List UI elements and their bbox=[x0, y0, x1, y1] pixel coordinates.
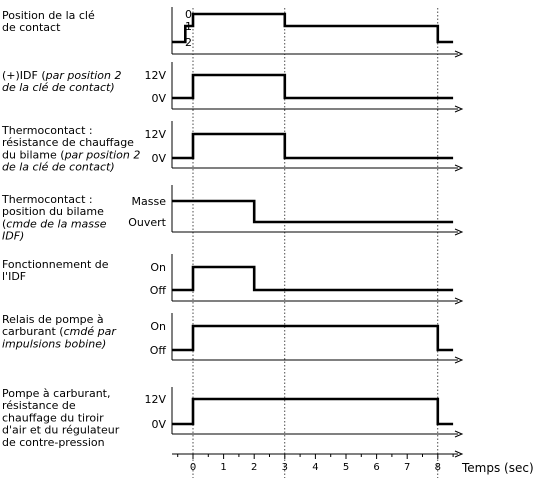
signal-label-part: cmdé par bbox=[64, 325, 118, 338]
signal-label: Relais de pompe à carburant (cmdé par impu… bbox=[2, 313, 117, 350]
signal-panel: Thermocontact : position du bilame (cmde d… bbox=[1, 185, 464, 243]
signal-label: (+)IDF (par position 2 de la clé de conta… bbox=[2, 69, 121, 94]
signal-label-part: impulsions bobine) bbox=[2, 337, 106, 350]
signal-label-part: d'air et du régulateur bbox=[2, 424, 120, 437]
signal-label-part: (+)IDF ( bbox=[2, 69, 46, 82]
signal-label: Thermocontact : résistance de chauffage du… bbox=[1, 124, 140, 174]
level-label: On bbox=[150, 261, 166, 274]
signal-label-part: chauffage du tiroir bbox=[2, 411, 104, 424]
signal-panel: Fonctionnement de l'IDF On Off bbox=[2, 254, 464, 305]
level-label: 0V bbox=[151, 418, 166, 431]
signal-label-part: résistance de bbox=[2, 399, 76, 412]
time-axis-label: Temps (sec) bbox=[461, 461, 534, 475]
signal-label: Position de la clé de contact bbox=[2, 9, 95, 34]
signal-label-part: de contre-pression bbox=[2, 436, 105, 449]
signal-panel: Pompe à carburant, résistance de chauffage… bbox=[2, 387, 464, 449]
signal-label-part: Thermocontact : bbox=[1, 193, 93, 206]
signal-trace bbox=[171, 199, 454, 224]
axis-arrow bbox=[454, 105, 464, 113]
signal-trace bbox=[171, 324, 454, 352]
axis-arrow bbox=[454, 297, 464, 305]
time-tick-label: 0 bbox=[190, 462, 196, 473]
signal-label-part: ( bbox=[2, 217, 6, 230]
signal-label-part: par position 2 bbox=[64, 148, 141, 161]
time-tick-label: 6 bbox=[373, 462, 379, 473]
level-label: Ouvert bbox=[128, 216, 166, 229]
time-tick-label: 3 bbox=[282, 462, 288, 473]
signal-label-part: Relais de pompe à bbox=[2, 313, 104, 326]
signal-label-part: Thermocontact : bbox=[1, 124, 93, 137]
time-tick-label: 4 bbox=[312, 462, 318, 473]
time-tick-label: 1 bbox=[220, 462, 226, 473]
signal-label-part: Fonctionnement de bbox=[2, 258, 109, 271]
signal-label-part: du bilame ( bbox=[2, 148, 65, 161]
signal-panel: Relais de pompe à carburant (cmdé par impu… bbox=[2, 313, 464, 364]
signal-label-part: position du bilame bbox=[2, 205, 104, 218]
signal-label-part: de la clé de contact) bbox=[2, 161, 115, 174]
signal-label-part: de la clé de contact) bbox=[2, 81, 115, 94]
signal-trace bbox=[171, 73, 454, 100]
signal-label-part: l'IDF bbox=[2, 270, 26, 283]
signal-trace bbox=[171, 132, 454, 160]
time-tick-label: 7 bbox=[404, 462, 410, 473]
level-label: 2 bbox=[185, 36, 192, 49]
time-tick-label: 8 bbox=[435, 462, 441, 473]
axis-arrow bbox=[454, 164, 464, 172]
signal-label-part: Position de la clé bbox=[2, 9, 95, 22]
signal-label-part: Pompe à carburant, bbox=[2, 387, 110, 400]
signal-label: Thermocontact : position du bilame (cmde d… bbox=[1, 193, 107, 243]
signal-panel: Thermocontact : résistance de chauffage du… bbox=[1, 121, 464, 174]
signal-label-part: carburant ( bbox=[2, 325, 64, 338]
signal-label-part: de contact bbox=[2, 21, 61, 34]
signal-label-part: cmde de la masse bbox=[6, 217, 106, 230]
axis-arrow bbox=[454, 430, 464, 438]
signal-label: Pompe à carburant, résistance de chauffage… bbox=[2, 387, 120, 449]
signal-panel: (+)IDF (par position 2 de la clé de conta… bbox=[2, 62, 464, 113]
signal-label-part: résistance de chauffage bbox=[2, 136, 134, 149]
level-label: 0V bbox=[151, 152, 166, 165]
time-tick-label: 5 bbox=[343, 462, 349, 473]
axis-arrow bbox=[454, 50, 464, 58]
axis-arrow bbox=[454, 450, 464, 458]
axis-arrow bbox=[454, 356, 464, 364]
signal-trace bbox=[171, 265, 454, 292]
signal-trace bbox=[171, 12, 454, 44]
time-axis: 0 1 2 3 4 5 6 7 8 Temps (sec) bbox=[172, 450, 534, 475]
level-label: 12V bbox=[144, 128, 166, 141]
level-label: Off bbox=[150, 284, 167, 297]
level-label: Masse bbox=[132, 195, 167, 208]
level-label: 0V bbox=[151, 92, 166, 105]
guide-lines bbox=[192, 8, 439, 478]
signal-label-part: IDF) bbox=[2, 230, 24, 243]
axis-arrow bbox=[454, 228, 464, 236]
signal-label: Fonctionnement de l'IDF bbox=[2, 258, 109, 283]
level-label: 0 bbox=[185, 8, 192, 21]
time-tick-label: 2 bbox=[251, 462, 257, 473]
level-label: 12V bbox=[144, 393, 166, 406]
signal-label-part: par position 2 bbox=[45, 69, 122, 82]
signal-trace bbox=[171, 397, 454, 426]
level-label: 12V bbox=[144, 69, 166, 82]
level-label: On bbox=[150, 320, 166, 333]
level-label: Off bbox=[150, 344, 167, 357]
